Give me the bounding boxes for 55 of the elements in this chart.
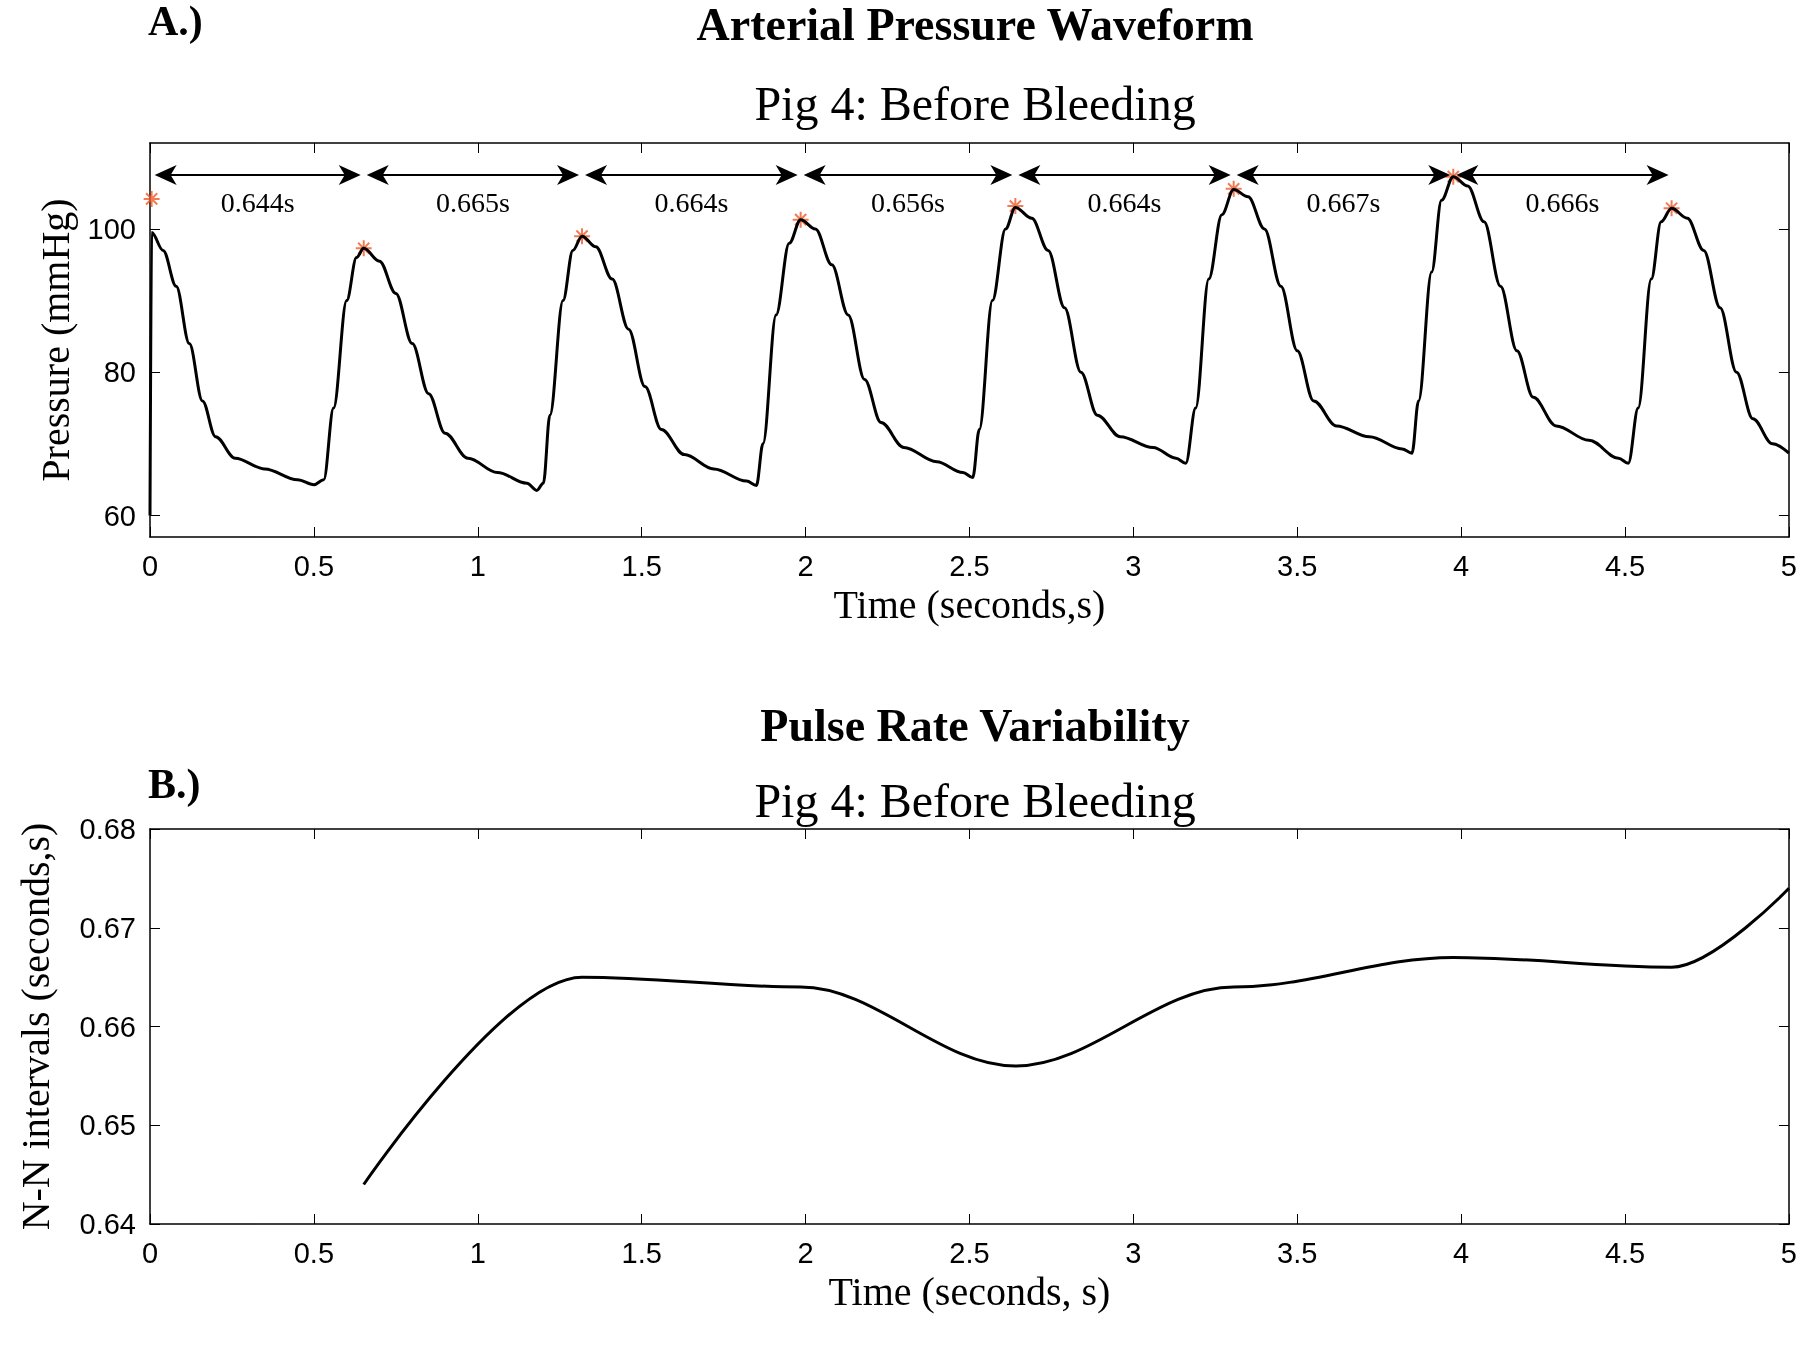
x-tick-label: 4: [1453, 549, 1470, 582]
x-tick-label: 0: [141, 1236, 159, 1269]
x-tick-label: 0.5: [293, 1236, 335, 1269]
x-tick-label: 2: [797, 549, 814, 582]
point: [354, 239, 373, 258]
y-axis-title: N-N intervals (seconds,s): [12, 822, 58, 1231]
y-tick-label: 0.67: [79, 911, 136, 944]
x-tick-label: 3: [1125, 549, 1142, 582]
y-tick-label: 0.65: [79, 1109, 136, 1142]
chart-title: Arterial Pressure Waveform: [696, 0, 1254, 50]
chart-title: Pulse Rate Variability: [760, 699, 1190, 751]
annotation: 0.664s: [653, 187, 730, 219]
point: [1224, 179, 1243, 198]
x-tick-label: 4: [1453, 1236, 1470, 1269]
x-tick-label: 0.5: [293, 549, 335, 582]
y-tick-label: 100: [87, 212, 136, 245]
chart-subtitle: Pig 4: Before Bleeding: [754, 773, 1196, 827]
text: A.): [148, 0, 203, 45]
y-tick-label: 0.64: [79, 1208, 136, 1240]
text: B.): [148, 761, 201, 808]
x-tick-label: 1.5: [621, 549, 662, 582]
x-tick-label: 4.5: [1604, 549, 1646, 582]
chart-subtitle: Pig 4: Before Bleeding: [754, 76, 1196, 130]
point: [1662, 199, 1681, 218]
x-axis-title: Time (seconds,s): [833, 582, 1106, 628]
x-tick-label: 5: [1780, 549, 1798, 582]
annotation: 0.656s: [870, 187, 946, 219]
x-tick-label: 1.5: [621, 1236, 662, 1269]
x-tick-label: 2: [797, 1236, 814, 1269]
point: [791, 210, 810, 229]
x-tick-label: 3: [1125, 1236, 1142, 1269]
x-tick-label: 1: [469, 1236, 486, 1269]
x-tick-label: 0: [141, 549, 159, 582]
x-axis-title: Time (seconds, s): [828, 1269, 1111, 1315]
annotation: 0.664s: [1086, 187, 1163, 219]
point: [142, 189, 161, 208]
x-tick-label: 5: [1780, 1236, 1798, 1269]
x-tick-label: 4.5: [1604, 1236, 1646, 1269]
annotation: 0.666s: [1524, 187, 1601, 219]
x-tick-label: 2.5: [949, 549, 990, 582]
point: [573, 227, 592, 246]
annotation: 0.665s: [434, 187, 511, 219]
x-tick-label: 3.5: [1277, 1236, 1318, 1269]
y-tick-label: 80: [103, 356, 136, 389]
x-tick-label: 2.5: [949, 1236, 990, 1269]
x-tick-label: 3.5: [1277, 549, 1318, 582]
y-tick-label: 60: [103, 499, 136, 532]
x-tick-label: 1: [469, 549, 486, 582]
y-axis-title: Pressure (mmHg): [32, 198, 78, 482]
y-tick-label: 0.66: [79, 1010, 136, 1043]
point: [1006, 197, 1025, 216]
y-tick-label: 0.68: [79, 813, 136, 845]
annotation: 0.644s: [219, 187, 296, 219]
point: [1444, 167, 1463, 186]
annotation: 0.667s: [1305, 187, 1382, 219]
